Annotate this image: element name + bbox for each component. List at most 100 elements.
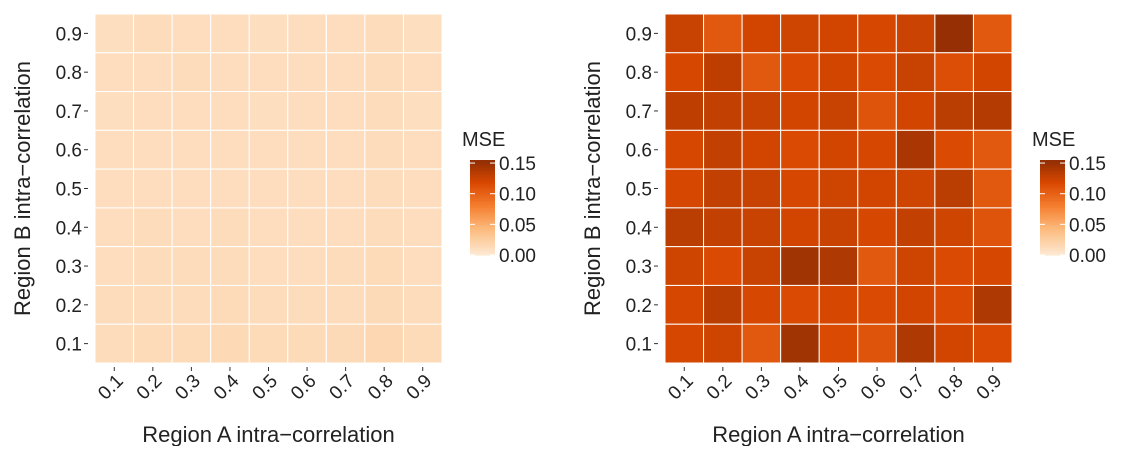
heatmap-cell-x0.3-y0.9 bbox=[171, 13, 212, 54]
legend-gradient-step bbox=[470, 252, 495, 256]
legend-gradient-step bbox=[1040, 236, 1065, 239]
heatmap-cell-x0.5-y0.7 bbox=[818, 91, 859, 131]
x-tick-label: 0.8 bbox=[934, 371, 968, 405]
heatmap-cell-x0.9-y0.1 bbox=[402, 323, 443, 364]
legend-gradient-step bbox=[470, 202, 495, 206]
heatmap-cell-x0.6-y0.9 bbox=[857, 13, 897, 54]
heatmap-cell-x0.1-y0.8 bbox=[664, 52, 705, 93]
heatmap-cell-x0.2-y0.8 bbox=[133, 52, 173, 93]
heatmap-cell-x0.3-y0.1 bbox=[171, 323, 212, 364]
heatmap-cell-x0.3-y0.5 bbox=[171, 168, 212, 209]
legend-gradient-step bbox=[1040, 188, 1065, 192]
heatmap-cell-x0.6-y0.3 bbox=[857, 246, 897, 286]
heatmap-cell-x0.1-y0.2 bbox=[94, 284, 135, 325]
x-tick-label: 0.5 bbox=[819, 371, 853, 405]
heatmap-cell-x0.8-y0.3 bbox=[934, 246, 974, 286]
heatmap-cell-x0.8-y0.1 bbox=[364, 323, 404, 364]
x-tick-label: 0.4 bbox=[210, 370, 244, 404]
legend-gradient-step bbox=[1040, 169, 1065, 173]
heatmap-cell-x0.7-y0.9 bbox=[325, 13, 366, 54]
legend-gradient-step bbox=[1040, 179, 1065, 182]
y-tick-label: 0.4 bbox=[626, 218, 653, 239]
legend-gradient-step bbox=[1040, 243, 1065, 247]
heatmap-cell-x0.6-y0.9 bbox=[287, 13, 327, 54]
heatmap-cell-x0.7-y0.5 bbox=[325, 168, 366, 209]
legend-gradient-step bbox=[470, 238, 495, 242]
heatmap-cell-x0.7-y0.5 bbox=[895, 168, 936, 209]
heatmap-cell-x0.1-y0.1 bbox=[664, 323, 705, 364]
legend-gradient-step bbox=[1040, 224, 1065, 228]
heatmap-cell-x0.3-y0.2 bbox=[171, 284, 212, 325]
legend-tick-label: 0.15 bbox=[1069, 154, 1106, 175]
y-tick-label: 0.4 bbox=[56, 218, 83, 239]
heatmap-cell-x0.6-y0.7 bbox=[287, 91, 327, 131]
y-tick-label: 0.7 bbox=[626, 102, 652, 123]
heatmap-cell-x0.1-y0.6 bbox=[94, 129, 135, 170]
legend-gradient-step bbox=[1040, 231, 1065, 235]
x-tick-label: 0.3 bbox=[741, 371, 775, 405]
heatmap-cell-x0.7-y0.1 bbox=[895, 323, 936, 364]
heatmap-cell-x0.8-y0.4 bbox=[934, 207, 974, 248]
heatmap-cell-x0.4-y0.6 bbox=[210, 129, 250, 170]
heatmap-cell-x0.7-y0.6 bbox=[895, 129, 936, 170]
legend-gradient-step bbox=[1040, 219, 1065, 223]
legend-gradient-step bbox=[1040, 207, 1065, 211]
heatmap-cell-x0.5-y0.4 bbox=[818, 207, 859, 248]
heatmap-cell-x0.4-y0.9 bbox=[780, 13, 820, 54]
heatmap-cell-x0.4-y0.2 bbox=[780, 284, 820, 325]
y-tick-label: 0.5 bbox=[626, 180, 652, 201]
heatmap-cell-x0.9-y0.2 bbox=[402, 284, 443, 325]
legend-tick-label: 0.10 bbox=[1069, 185, 1106, 206]
heatmap-cell-x0.6-y0.2 bbox=[287, 284, 327, 325]
heatmap-cell-x0.6-y0.5 bbox=[287, 168, 327, 209]
legend-gradient-step bbox=[470, 212, 495, 216]
heatmap-cell-x0.4-y0.7 bbox=[210, 91, 250, 131]
y-tick-label: 0.7 bbox=[56, 102, 82, 123]
legend-gradient-step bbox=[1040, 193, 1065, 197]
legend-gradient-step bbox=[1040, 190, 1065, 194]
heatmap-cell-x0.3-y0.6 bbox=[741, 129, 782, 170]
legend-gradient-step bbox=[470, 209, 495, 213]
heatmap-cell-x0.9-y0.6 bbox=[972, 129, 1013, 170]
heatmap-cell-x0.8-y0.5 bbox=[364, 168, 404, 209]
heatmap-cell-x0.3-y0.7 bbox=[171, 91, 212, 131]
legend-gradient-step bbox=[470, 186, 495, 190]
heatmap-cell-x0.3-y0.5 bbox=[741, 168, 782, 209]
heatmap-cell-x0.9-y0.7 bbox=[402, 91, 443, 131]
x-tick-label: 0.5 bbox=[249, 371, 283, 405]
legend-gradient-step bbox=[470, 176, 495, 180]
legend-tick-label: 0.10 bbox=[499, 185, 536, 206]
heatmap-cell-x0.8-y0.8 bbox=[934, 52, 974, 93]
legend-tick-label: 0.00 bbox=[1069, 246, 1106, 267]
heatmap-cell-x0.6-y0.4 bbox=[857, 207, 897, 248]
heatmap-cell-x0.2-y0.4 bbox=[133, 207, 173, 248]
heatmap-cell-x0.6-y0.8 bbox=[857, 52, 897, 93]
heatmap-cell-x0.3-y0.3 bbox=[741, 246, 782, 286]
heatmap-cell-x0.5-y0.6 bbox=[248, 129, 289, 170]
legend-gradient-step bbox=[1040, 181, 1065, 185]
heatmap-cell-x0.9-y0.9 bbox=[972, 13, 1013, 54]
legend-gradient-step bbox=[1040, 209, 1065, 213]
heatmap-cell-x0.9-y0.4 bbox=[972, 207, 1013, 248]
legend-gradient-step bbox=[1040, 217, 1065, 220]
x-tick-label: 0.7 bbox=[896, 371, 930, 405]
legend-gradient-step bbox=[1040, 212, 1065, 216]
legend-gradient-step bbox=[470, 226, 495, 230]
legend-gradient-step bbox=[470, 164, 495, 168]
legend-gradient-step bbox=[470, 171, 495, 175]
heatmap-cell-x0.1-y0.5 bbox=[94, 168, 135, 209]
heatmap-cell-x0.8-y0.3 bbox=[364, 246, 404, 286]
heatmap-cell-x0.4-y0.5 bbox=[210, 168, 250, 209]
heatmap-cell-x0.2-y0.8 bbox=[703, 52, 743, 93]
legend-gradient-step bbox=[1040, 186, 1065, 190]
heatmap-cell-x0.2-y0.1 bbox=[703, 323, 743, 364]
heatmap-cell-x0.5-y0.5 bbox=[248, 168, 289, 209]
heatmap-cell-x0.6-y0.2 bbox=[857, 284, 897, 325]
heatmap-cell-x0.8-y0.9 bbox=[364, 13, 404, 54]
x-tick-label: 0.1 bbox=[94, 371, 128, 405]
heatmap-cell-x0.9-y0.6 bbox=[402, 129, 443, 170]
heatmap-cell-x0.4-y0.4 bbox=[780, 207, 820, 248]
legend-gradient-step bbox=[470, 250, 495, 254]
legend-gradient-step bbox=[470, 205, 495, 209]
